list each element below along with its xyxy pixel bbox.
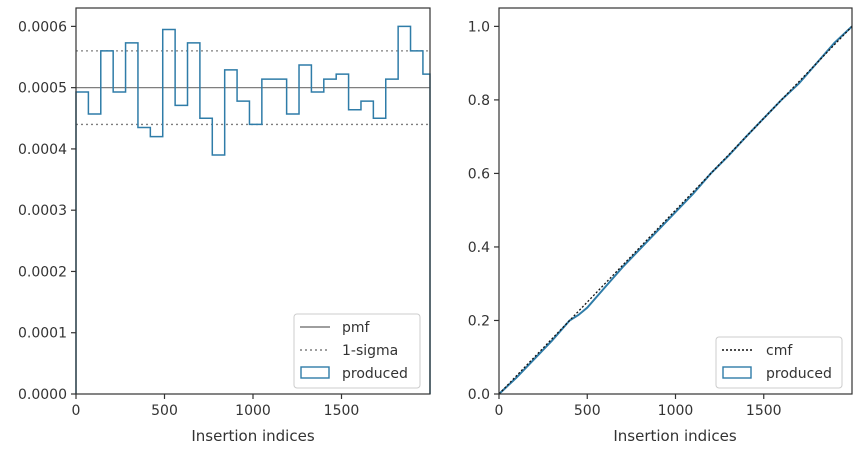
cmf-x-tick-label: 1000 <box>658 403 694 419</box>
legend-pmf-label: pmf <box>342 320 371 336</box>
pmf-x-tick-label: 0 <box>72 403 81 419</box>
pmf-legend-box <box>293 313 421 389</box>
legend-produced-swatch <box>300 366 330 379</box>
cmf-y-tick-label: 0.2 <box>468 313 490 329</box>
cmf-y-tick-label: 0.8 <box>468 93 490 109</box>
legend-cmf-label: cmf <box>766 343 793 359</box>
pmf-x-tick-label: 1500 <box>324 403 360 419</box>
pmf-ticks: 0 500 1000 1500 0.0000 0.0001 0.0002 0.0003 0.00… <box>18 19 359 419</box>
cmf-panel: 0 500 1000 1500 0.0 0.2 0.4 0.6 0.8 1.0 Insertion… <box>468 7 853 445</box>
pmf-x-tick-label: 500 <box>151 403 178 419</box>
cmf-reference-series <box>498 25 853 395</box>
pmf-y-tick-label: 0.0003 <box>18 203 67 219</box>
cmf-legend: cmf produced <box>715 336 843 389</box>
cmf-x-tick-label: 0 <box>495 403 504 419</box>
legend-cmf-produced-swatch <box>722 366 752 379</box>
pmf-panel: 0 500 1000 1500 0.0000 0.0001 0.0002 0.0003 0.00… <box>18 7 431 445</box>
pmf-plot-area <box>75 25 431 394</box>
cmf-y-tick-label: 0.0 <box>468 387 490 403</box>
pmf-x-axis-label: Insertion indices <box>191 427 314 445</box>
pmf-y-tick-label: 0.0005 <box>18 81 67 97</box>
cmf-x-tick-label: 500 <box>574 403 601 419</box>
cmf-axes-frame <box>498 7 853 395</box>
cmf-y-tick-label: 0.4 <box>468 240 490 256</box>
legend-produced-label: produced <box>342 366 408 382</box>
pmf-legend: pmf 1-sigma produced <box>293 313 421 389</box>
pmf-y-tick-label: 0.0001 <box>18 326 67 342</box>
cmf-y-tick-label: 0.6 <box>468 166 490 182</box>
legend-cmf-produced-label: produced <box>766 366 832 382</box>
cmf-ticks: 0 500 1000 1500 0.0 0.2 0.4 0.6 0.8 1.0 <box>468 19 782 419</box>
pmf-y-tick-label: 0.0006 <box>18 19 67 35</box>
pmf-y-tick-label: 0.0002 <box>18 264 67 280</box>
pmf-x-tick-label: 1000 <box>235 403 271 419</box>
produced-step-series <box>75 25 431 394</box>
pmf-y-tick-label: 0.0004 <box>18 142 67 158</box>
cmf-x-axis-label: Insertion indices <box>613 427 736 445</box>
cmf-x-tick-label: 1500 <box>746 403 782 419</box>
pmf-y-tick-label: 0.0000 <box>18 387 67 403</box>
legend-sigma-label: 1-sigma <box>342 343 398 359</box>
cmf-plot-area <box>498 25 853 395</box>
cmf-y-tick-label: 1.0 <box>468 19 490 35</box>
